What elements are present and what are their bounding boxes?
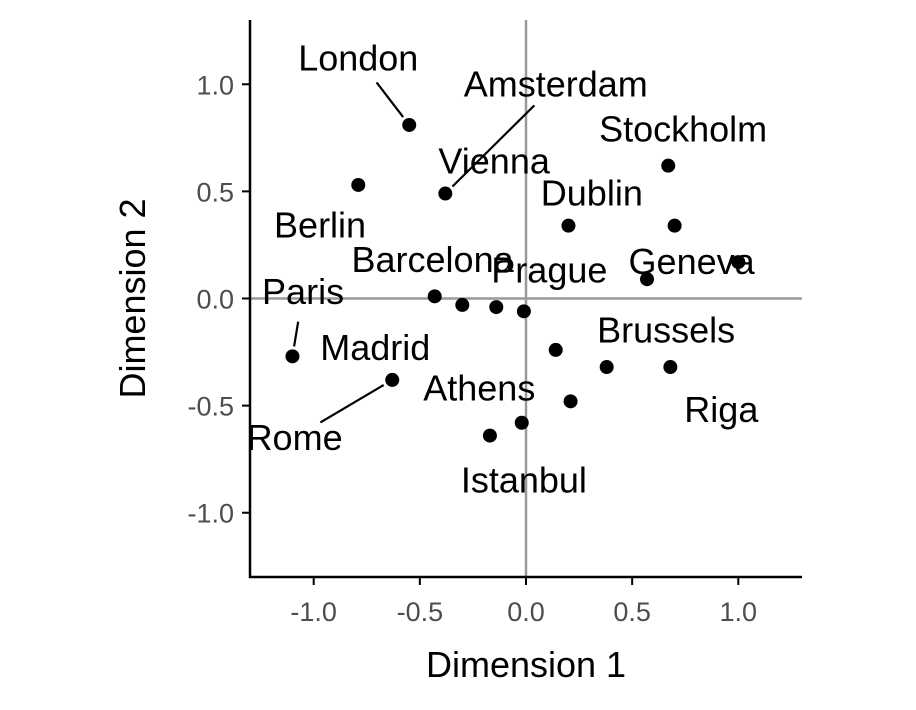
point-label: London — [298, 38, 418, 79]
y-tick-label: -1.0 — [187, 499, 234, 529]
point-label: Athens — [423, 367, 535, 408]
x-tick-label: -1.0 — [290, 597, 337, 627]
data-point — [482, 428, 497, 443]
y-tick-label: 1.0 — [196, 70, 234, 100]
data-point — [667, 218, 682, 233]
label-leaders — [293, 81, 536, 424]
point-label: Paris — [262, 271, 344, 312]
data-point — [385, 372, 400, 387]
label-leader-line — [451, 104, 536, 188]
y-axis-title: Dimension 2 — [112, 198, 153, 398]
data-point — [402, 117, 417, 132]
label-leader-line — [375, 81, 405, 118]
point-label: Stockholm — [599, 108, 767, 149]
y-tick-label: 0.0 — [196, 285, 234, 315]
x-tick-label: 0.0 — [507, 597, 545, 627]
point-label: Madrid — [320, 327, 430, 368]
label-leader-line — [319, 384, 385, 424]
point-label: Dublin — [541, 173, 643, 214]
point-label: Riga — [684, 389, 759, 430]
point-label: Geneva — [629, 241, 756, 282]
point-label: Amsterdam — [464, 63, 648, 104]
point-label: Berlin — [274, 205, 366, 246]
y-tick-label: -0.5 — [187, 392, 234, 422]
x-axis-title: Dimension 1 — [426, 644, 626, 685]
data-point — [514, 415, 529, 430]
data-point — [455, 297, 470, 312]
point-label: Rome — [247, 417, 343, 458]
data-point — [561, 218, 576, 233]
point-label: Brussels — [597, 310, 735, 351]
data-point — [640, 272, 655, 287]
data-point — [351, 177, 366, 192]
data-point — [731, 255, 746, 270]
y-tick-label: 0.5 — [196, 177, 234, 207]
point-label: Vienna — [438, 140, 550, 181]
data-point — [548, 342, 563, 357]
point-label: Prague — [491, 250, 607, 291]
point-label: Barcelona — [352, 239, 515, 280]
data-point — [285, 349, 300, 364]
data-point — [599, 360, 614, 375]
data-point — [489, 300, 504, 315]
data-point — [427, 289, 442, 304]
data-point — [661, 158, 676, 173]
point-labels: London Berlin Amsterdam Paris Rome Madrid Barc… — [247, 38, 768, 501]
data-points — [285, 117, 746, 443]
data-point — [516, 304, 531, 319]
x-tick-label: 1.0 — [720, 597, 758, 627]
label-leader-line — [293, 321, 300, 347]
data-point — [563, 394, 578, 409]
data-point — [438, 186, 453, 201]
point-label: Istanbul — [461, 460, 587, 501]
data-point — [663, 360, 678, 375]
x-tick-label: -0.5 — [397, 597, 444, 627]
x-tick-label: 0.5 — [613, 597, 651, 627]
tick-labels: -1.0 -0.5 0.0 0.5 1.0 -1.0 -0.5 0.0 0.5 1.0 — [187, 70, 757, 627]
axes — [242, 20, 802, 585]
